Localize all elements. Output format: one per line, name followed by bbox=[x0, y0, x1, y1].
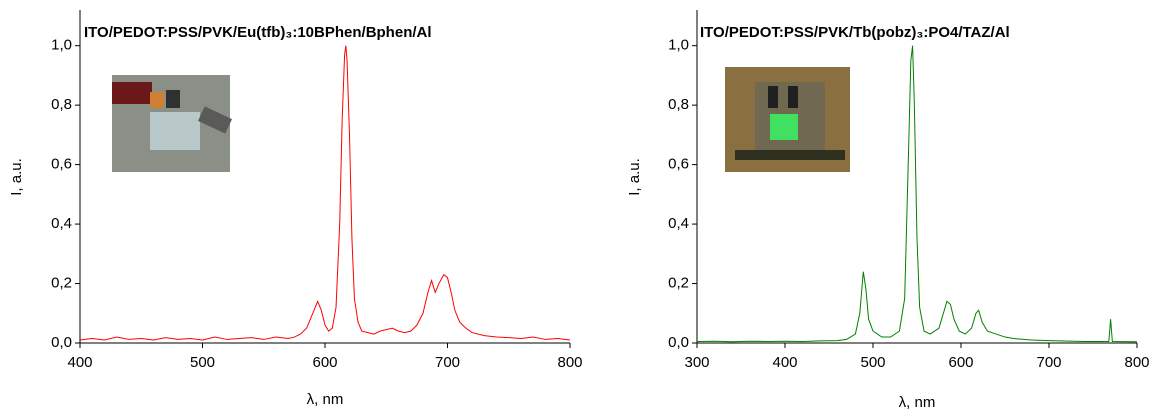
y-tick-label: 0,0 bbox=[668, 334, 689, 351]
y-tick-label: 0,4 bbox=[51, 215, 72, 232]
inset-photo bbox=[725, 67, 850, 172]
x-axis-label: λ, nm bbox=[899, 394, 936, 410]
x-tick-label: 300 bbox=[684, 354, 709, 371]
y-axis-label: I, a.u. bbox=[8, 158, 25, 196]
y-tick-label: 0,0 bbox=[51, 334, 72, 351]
y-tick-label: 0,8 bbox=[51, 96, 72, 113]
x-tick-label: 700 bbox=[1036, 354, 1061, 371]
y-tick-label: 0,2 bbox=[668, 275, 689, 292]
y-tick-label: 0,4 bbox=[668, 215, 689, 232]
x-tick-label: 400 bbox=[67, 354, 92, 371]
spectrum-line bbox=[696, 45, 1138, 343]
x-tick-label: 600 bbox=[312, 354, 337, 371]
x-tick-label: 800 bbox=[1124, 354, 1149, 371]
y-tick-label: 0,6 bbox=[668, 156, 689, 173]
y-tick-label: 1,0 bbox=[51, 37, 72, 54]
x-tick-label: 700 bbox=[435, 354, 460, 371]
inset-photo bbox=[112, 75, 232, 172]
y-tick-label: 0,6 bbox=[51, 156, 72, 173]
chart-title: ITO/PEDOT:PSS/PVK/Eu(tfb)₃:10BPhen/Bphen… bbox=[84, 24, 432, 41]
y-tick-label: 0,2 bbox=[51, 275, 72, 292]
y-tick-label: 1,0 bbox=[668, 37, 689, 54]
x-tick-label: 500 bbox=[190, 354, 215, 371]
x-tick-label: 400 bbox=[772, 354, 797, 371]
x-tick-label: 800 bbox=[557, 354, 582, 371]
chart-title: ITO/PEDOT:PSS/PVK/Tb(pobz)₃:PO4/TAZ/Al bbox=[700, 24, 1010, 41]
x-axis-label: λ, nm bbox=[307, 391, 344, 408]
x-tick-label: 500 bbox=[860, 354, 885, 371]
y-tick-label: 0,8 bbox=[668, 96, 689, 113]
y-axis-label: I, a.u. bbox=[626, 158, 643, 196]
spectrum-line bbox=[79, 45, 571, 341]
x-tick-label: 600 bbox=[948, 354, 973, 371]
